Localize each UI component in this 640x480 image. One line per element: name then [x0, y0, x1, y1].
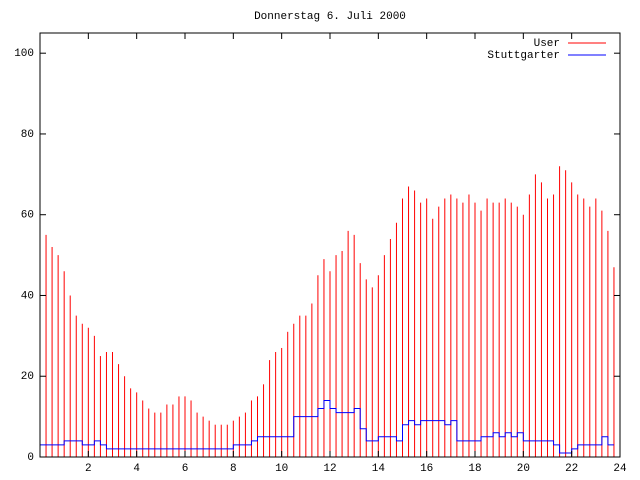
- x-tick-label: 24: [613, 463, 627, 475]
- chart-title: Donnerstag 6. Juli 2000: [254, 11, 406, 23]
- x-tick-label: 20: [517, 463, 530, 475]
- x-tick-label: 10: [275, 463, 288, 475]
- y-tick-label: 60: [21, 210, 34, 222]
- legend-label: User: [534, 38, 560, 50]
- legend-label: Stuttgarter: [487, 50, 560, 62]
- x-tick-label: 6: [182, 463, 189, 475]
- y-tick-label: 100: [14, 48, 34, 60]
- x-tick-label: 2: [85, 463, 92, 475]
- x-tick-label: 4: [133, 463, 140, 475]
- y-tick-label: 20: [21, 371, 34, 383]
- y-tick-label: 0: [27, 452, 34, 464]
- y-tick-label: 80: [21, 129, 34, 141]
- x-tick-label: 18: [468, 463, 481, 475]
- x-tick-label: 16: [420, 463, 433, 475]
- series-line: [40, 399, 614, 454]
- x-tick-label: 14: [372, 463, 386, 475]
- x-tick-label: 22: [565, 463, 578, 475]
- y-tick-label: 40: [21, 290, 34, 302]
- x-tick-label: 8: [230, 463, 237, 475]
- x-tick-label: 12: [323, 463, 336, 475]
